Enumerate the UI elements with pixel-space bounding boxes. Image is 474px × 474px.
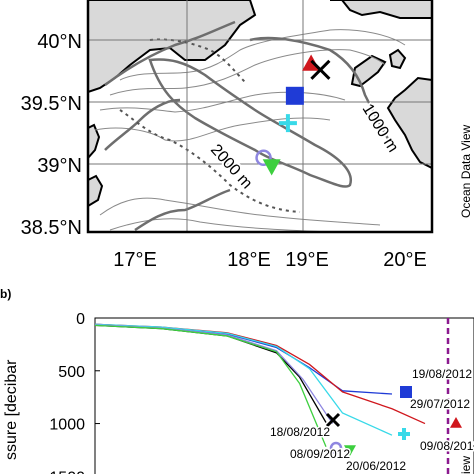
profile-date-label: 19/08/2012 xyxy=(412,367,472,381)
profile-y-tick: 500 xyxy=(58,364,85,381)
contour-1000m xyxy=(104,20,397,232)
map-marker-square xyxy=(285,86,304,105)
map-marker-x xyxy=(310,59,331,80)
map-x-tick: 18°E xyxy=(227,249,271,271)
profile-marker-circle xyxy=(329,441,343,455)
profile-date-label: 20/06/2012 xyxy=(346,459,406,473)
land-corfu xyxy=(350,54,387,88)
profile-markers xyxy=(325,386,462,456)
map-x-tick: 20°E xyxy=(383,249,427,271)
contour-dotted xyxy=(119,38,301,213)
map-frame xyxy=(86,0,434,234)
profile-date-label: 29/07/2012 xyxy=(410,397,470,411)
profile-y-ticks: 0 500 1000 1500 xyxy=(49,311,100,474)
profile-y-tick: 1000 xyxy=(49,417,85,434)
profile-date-label: 09/08/2012 xyxy=(420,439,474,453)
map-y-tick: 39°N xyxy=(37,155,82,177)
map-watermark: Ocean Data View xyxy=(459,125,473,218)
profile-marker-square xyxy=(400,386,412,398)
profile-date-labels: 19/08/2012 29/07/2012 18/08/2012 09/08/2012… xyxy=(268,366,474,474)
map-y-tick: 40°N xyxy=(37,31,82,53)
contour-2000m xyxy=(148,58,352,188)
map-y-tick: 39.5°N xyxy=(21,93,82,115)
map-y-ticks: 40°N 39.5°N 39°N 38.5°N xyxy=(21,31,82,239)
profile-date-label: 08/09/2012 xyxy=(290,447,350,461)
map-x-tick: 17°E xyxy=(113,249,157,271)
map-marker-triangle-down xyxy=(262,159,281,176)
profile-y-tick: 1500 xyxy=(49,469,85,474)
profile-series-line xyxy=(94,324,327,448)
profile-marker-plus xyxy=(398,428,410,440)
map-markers xyxy=(255,54,331,176)
map-marker-plus xyxy=(278,114,297,133)
profile-ylabel: ssure [decibar xyxy=(3,359,20,460)
profile-panel: b) ssure [decibar 0 500 1000 1500 19/08/201… xyxy=(0,287,474,474)
profile-date-label: 18/08/2012 xyxy=(270,425,330,439)
map-y-tick: 38.5°N xyxy=(21,217,82,239)
land-greece-top xyxy=(388,48,407,70)
profile-series-line xyxy=(94,323,393,436)
profile-watermark: iew xyxy=(459,456,473,474)
map-panel: 2000 m 1000 m Ocean Data View 40°N 39.5°… xyxy=(21,0,473,271)
map-marker-circle xyxy=(255,149,272,167)
profile-marker-triangle-down xyxy=(344,445,356,456)
profile-marker-triangle xyxy=(450,417,462,428)
profile-lines xyxy=(94,323,426,448)
map-x-ticks: 17°E 18°E 19°E 20°E xyxy=(113,249,427,271)
profile-y-tick: 0 xyxy=(76,311,85,328)
profile-marker-x xyxy=(325,412,341,428)
profile-frame xyxy=(94,317,474,474)
map-x-tick: 19°E xyxy=(285,249,329,271)
panel-label-b: b) xyxy=(0,287,11,301)
